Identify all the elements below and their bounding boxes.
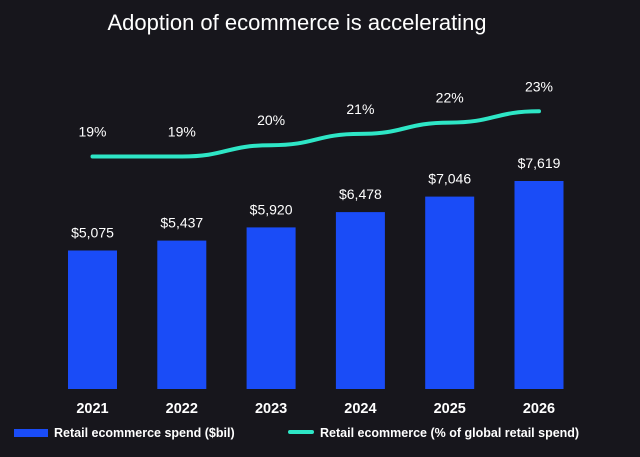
bar-label-2024: $6,478 <box>339 186 382 202</box>
line-label-2022: 19% <box>168 124 196 140</box>
x-tick-2025: 2025 <box>434 401 466 417</box>
bar-2023 <box>246 227 296 389</box>
x-axis-tick-labels: 2021 2022 2023 2024 2025 2026 <box>76 401 555 417</box>
x-tick-2024: 2024 <box>344 401 376 417</box>
line-value-labels: 19% 19% 20% 21% 22% 23% <box>78 78 553 139</box>
percentage-line <box>90 109 541 159</box>
bar-value-labels: $5,075 $5,437 $5,920 $6,478 $7,046 $7,619 <box>71 155 561 241</box>
bar-2024 <box>335 212 385 389</box>
bar-2026 <box>514 181 564 389</box>
bar-label-2021: $5,075 <box>71 225 114 241</box>
bar-2022 <box>157 240 207 389</box>
bar-label-2025: $7,046 <box>428 171 471 187</box>
chart-title: Adoption of ecommerce is accelerating <box>107 10 486 35</box>
x-tick-2021: 2021 <box>76 401 108 417</box>
bar-2025 <box>425 196 475 389</box>
x-tick-2026: 2026 <box>523 401 555 417</box>
line-label-2021: 19% <box>78 124 106 140</box>
bar-series <box>68 181 564 389</box>
legend-swatch-spend <box>14 429 48 437</box>
x-tick-2023: 2023 <box>255 401 287 417</box>
line-label-2026: 23% <box>525 78 553 94</box>
bar-label-2023: $5,920 <box>250 201 293 217</box>
line-label-2024: 21% <box>346 101 374 117</box>
legend-swatch-percentage <box>288 430 314 434</box>
bar-label-2026: $7,619 <box>518 155 561 171</box>
bar-label-2022: $5,437 <box>160 215 203 231</box>
bar-2021 <box>68 250 117 389</box>
legend-label-percentage: Retail ecommerce (% of global retail spe… <box>320 426 579 440</box>
line-label-2025: 22% <box>436 90 464 106</box>
line-label-2023: 20% <box>257 112 285 128</box>
x-tick-2022: 2022 <box>166 401 198 417</box>
legend-label-spend: Retail ecommerce spend ($bil) <box>54 426 235 440</box>
legend: Retail ecommerce spend ($bil) Retail eco… <box>14 426 579 440</box>
